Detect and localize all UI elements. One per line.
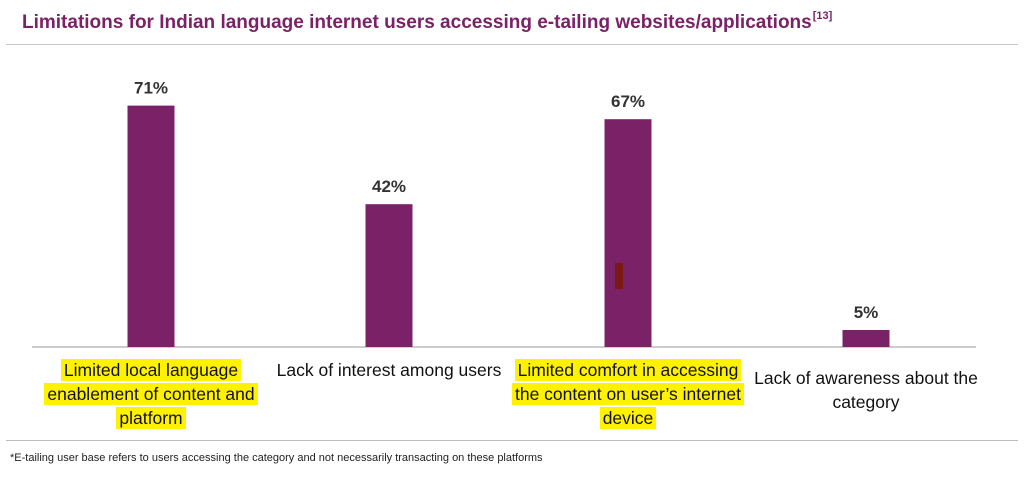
value-label: 71% xyxy=(134,79,168,98)
category-label: Limited comfort in accessing the content… xyxy=(508,358,748,430)
title-reference: [13] xyxy=(812,10,833,22)
category-label: Lack of awareness about the category xyxy=(751,366,981,414)
title-divider xyxy=(6,44,1018,45)
bar xyxy=(365,204,413,347)
category-label: Limited local language enablement of con… xyxy=(36,358,266,430)
footer-divider xyxy=(6,440,1018,441)
bar xyxy=(127,105,175,347)
category-label-text: Lack of awareness about the category xyxy=(754,368,978,412)
bar-chart: 71% 42% 67% 5% xyxy=(32,79,976,348)
category-label-text: Limited comfort in accessing the content… xyxy=(511,359,745,429)
chart-title: Limitations for Indian language internet… xyxy=(22,10,833,33)
bar-marker xyxy=(615,263,623,289)
value-label: 67% xyxy=(611,92,645,111)
category-label-text: Limited local language enablement of con… xyxy=(44,359,258,429)
value-label: 5% xyxy=(854,303,879,322)
footnote: *E-tailing user base refers to users acc… xyxy=(10,452,543,464)
category-label-text: Lack of interest among users xyxy=(276,360,502,380)
bar xyxy=(842,330,890,347)
value-label: 42% xyxy=(372,177,406,196)
bar xyxy=(604,119,652,347)
category-label: Lack of interest among users xyxy=(274,358,504,382)
